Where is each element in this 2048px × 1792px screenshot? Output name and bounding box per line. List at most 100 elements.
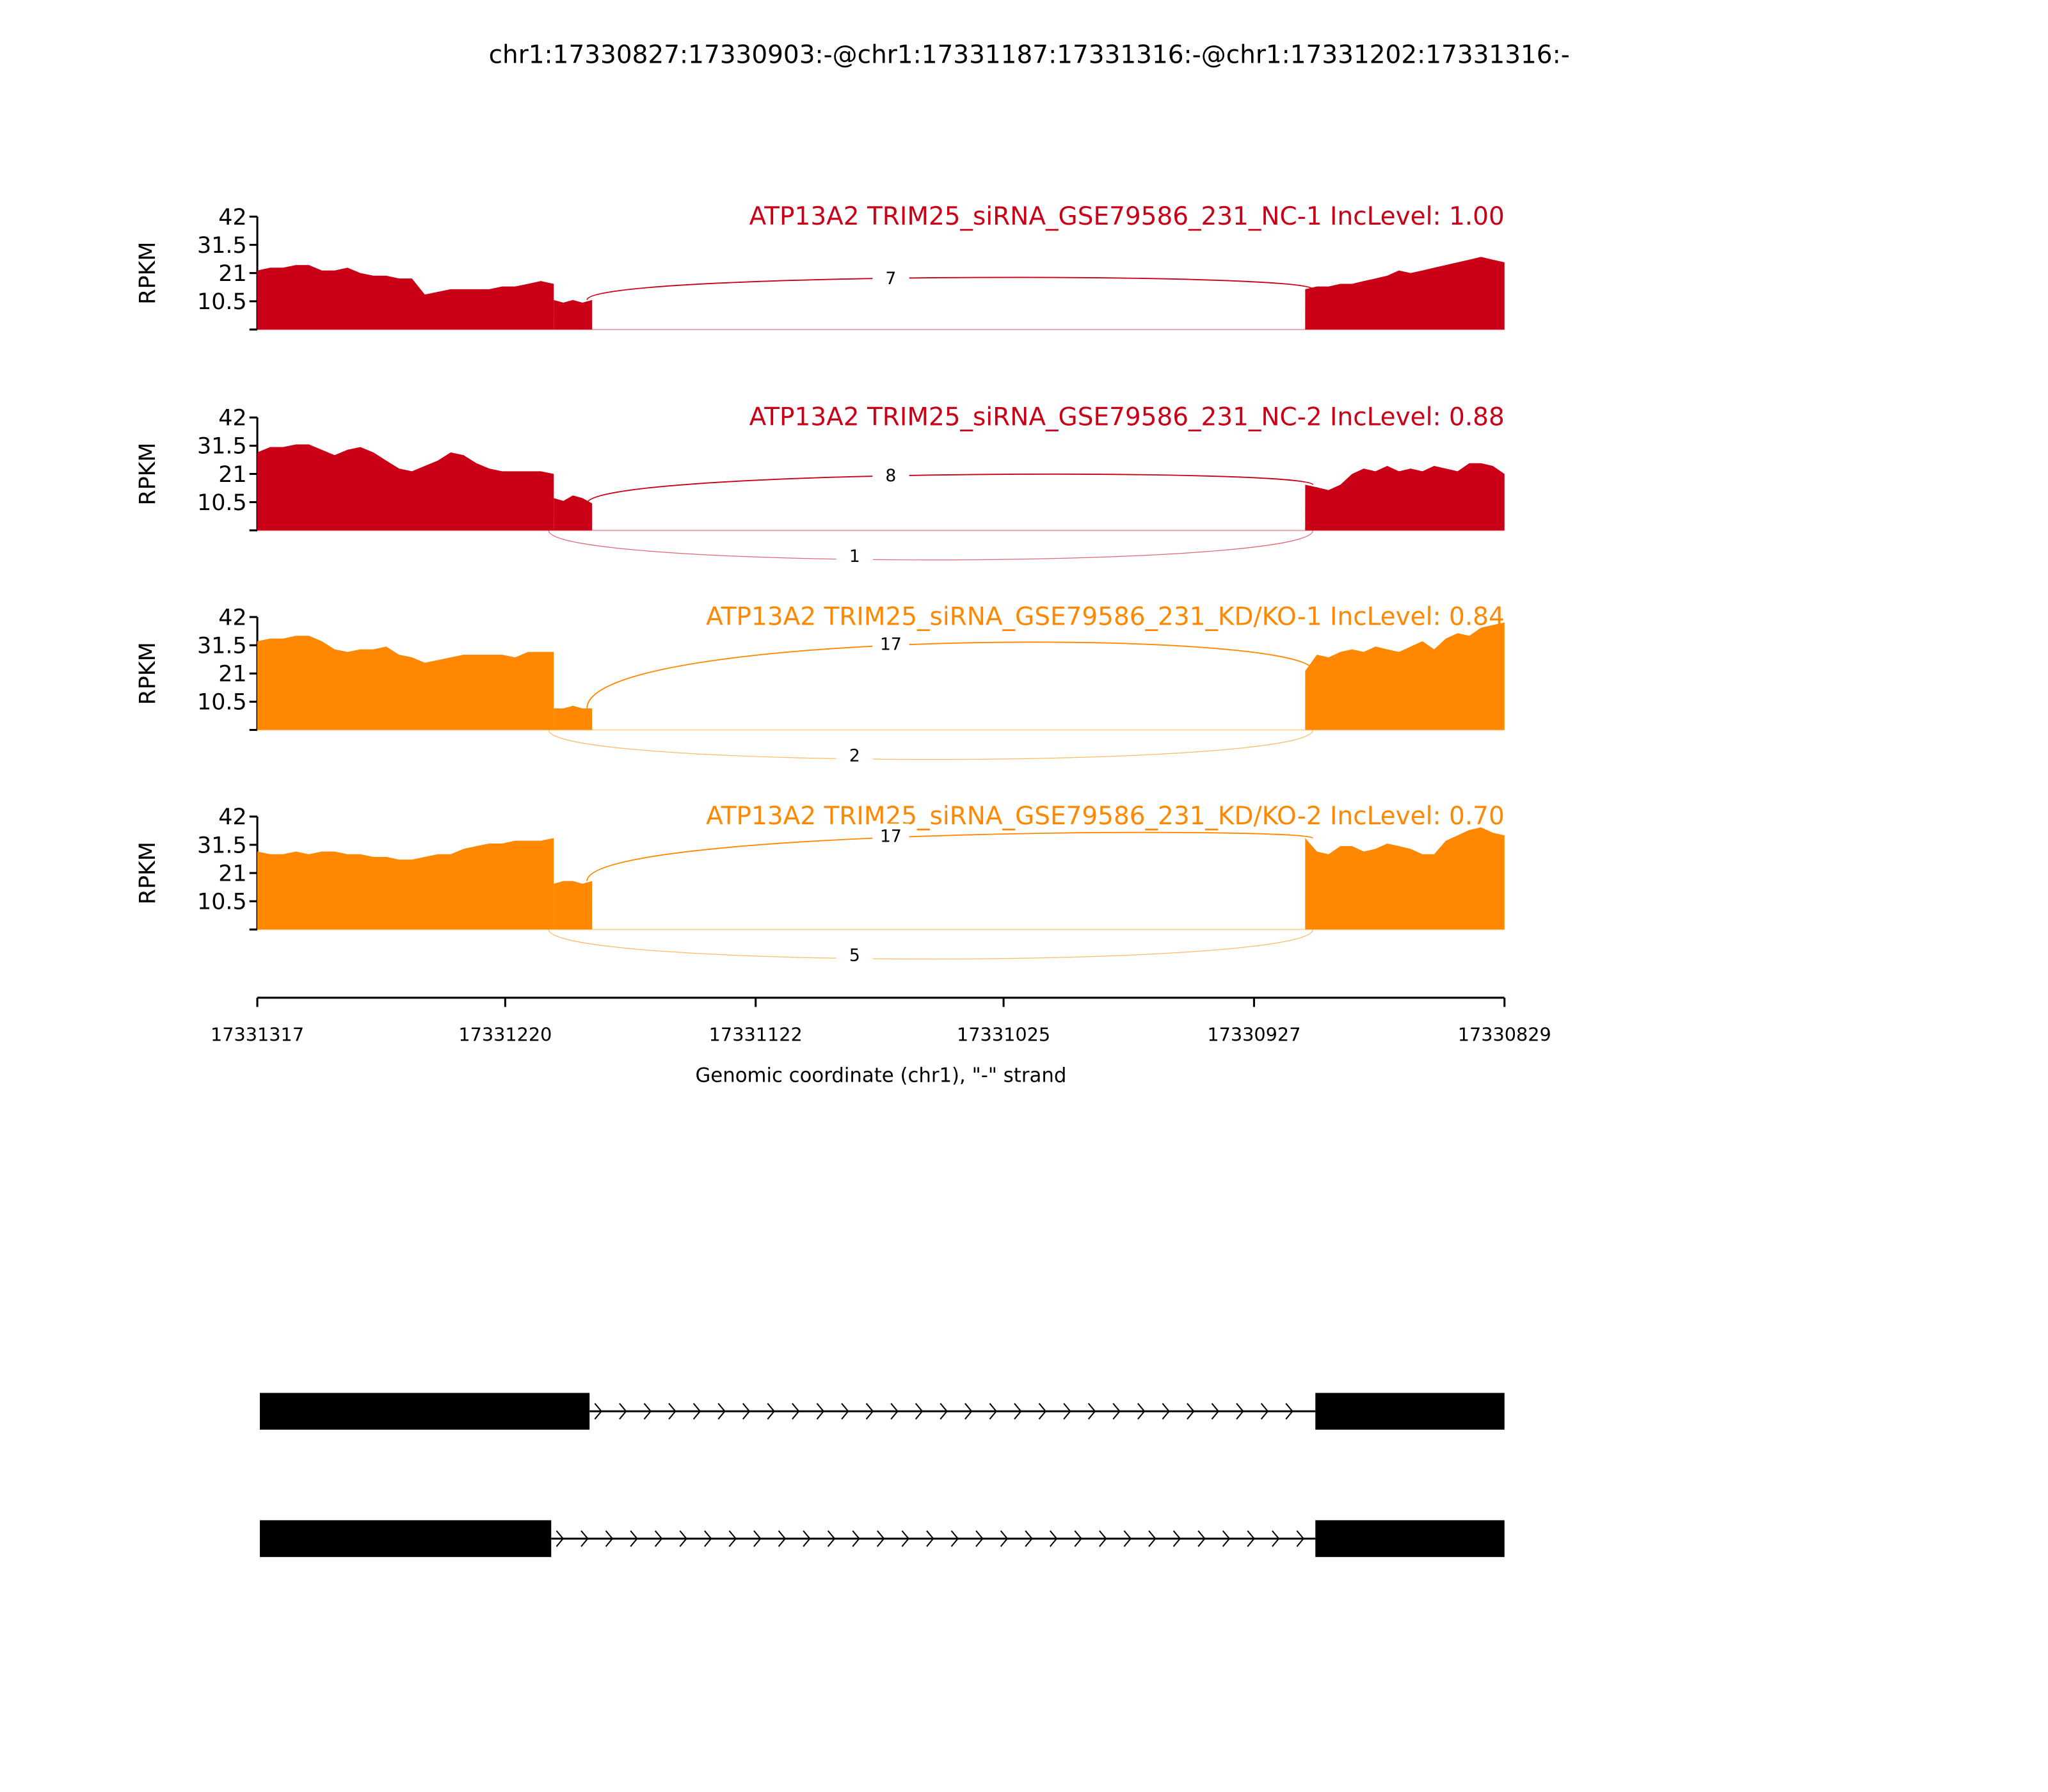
strand-arrow-icon [605, 1530, 614, 1548]
strand-arrow-icon [841, 1403, 849, 1420]
y-tick-label: 21 [218, 861, 246, 886]
x-axis: 17331317 17331220 17331122 17331025 17330927… [211, 996, 1551, 1046]
strand-arrow-icon [767, 1403, 775, 1420]
y-tick-label: 31.5 [197, 434, 247, 460]
junction-label-bg [872, 463, 909, 487]
junction-arc [586, 831, 1314, 881]
junction-arc [548, 530, 1313, 561]
x-tick-label: 17331220 [458, 1024, 552, 1046]
strand-arrow-icon [1285, 1403, 1293, 1420]
strand-arrow-icon [792, 1403, 800, 1420]
strand-arrow-icon [1172, 1530, 1181, 1548]
strand-arrow-icon [1099, 1530, 1107, 1548]
junction-arc [586, 473, 1314, 504]
y-axis-label: RPKM [135, 442, 161, 505]
strand-arrow-icon [1137, 1403, 1146, 1420]
strand-arrow-icon [1211, 1403, 1220, 1420]
sample-label: ATP13A2 TRIM25_siRNA_GSE79586_231_NC-1 I… [749, 202, 1505, 231]
strand-arrow-icon [742, 1403, 751, 1420]
coverage-area [1305, 827, 1505, 930]
junction-arc [548, 929, 1313, 960]
y-tick-label: 42 [218, 406, 246, 431]
gene-models [260, 1393, 1505, 1557]
junction-label-bg [872, 823, 909, 847]
strand-arrow-icon [852, 1530, 860, 1548]
junction-count: 7 [885, 269, 896, 289]
x-tick-label: 17331122 [709, 1024, 803, 1046]
strand-arrow-icon [619, 1403, 627, 1420]
strand-arrow-icon [915, 1403, 924, 1420]
strand-arrow-icon [630, 1530, 638, 1548]
y-tick-label: 10.5 [197, 289, 247, 315]
x-tick-label: 17331025 [957, 1024, 1050, 1046]
junction-label-bg [836, 543, 874, 568]
strand-arrow-icon [989, 1403, 997, 1420]
coverage-area [257, 444, 554, 531]
y-tick-label: 10.5 [197, 890, 247, 915]
strand-arrow-icon [1272, 1530, 1280, 1548]
strand-arrow-icon [753, 1530, 762, 1548]
strand-arrow-icon [827, 1530, 836, 1548]
strand-arrow-icon [1112, 1403, 1121, 1420]
junction-count: 2 [849, 746, 860, 766]
exon-block [260, 1393, 590, 1430]
coverage-area [257, 636, 554, 730]
junction-label-bg [872, 631, 909, 655]
junction-count: 8 [885, 466, 896, 486]
strand-arrow-icon [1074, 1530, 1082, 1548]
junction-arc [586, 641, 1314, 708]
coverage-area [257, 265, 554, 330]
sample-label: ATP13A2 TRIM25_siRNA_GSE79586_231_KD/KO-… [706, 602, 1505, 631]
x-tick-label: 17330927 [1207, 1024, 1300, 1046]
exon-block [1315, 1520, 1505, 1557]
exon-block [1315, 1393, 1505, 1430]
strand-arrow-icon [594, 1403, 602, 1420]
strand-arrow-icon [1148, 1530, 1156, 1548]
strand-arrow-icon [865, 1403, 874, 1420]
y-tick-label: 42 [218, 605, 246, 630]
strand-arrow-icon [1000, 1530, 1009, 1548]
transcript [260, 1520, 1505, 1557]
coverage-area [1305, 463, 1505, 531]
y-tick-label: 10.5 [197, 690, 247, 716]
coverage-area [1305, 622, 1505, 730]
strand-arrow-icon [975, 1530, 984, 1548]
coverage-area [554, 495, 593, 531]
strand-arrow-icon [1038, 1403, 1047, 1420]
y-axis-label: RPKM [135, 642, 161, 705]
strand-arrow-icon [926, 1530, 934, 1548]
y-tick-label: 21 [218, 462, 246, 488]
strand-arrow-icon [580, 1530, 589, 1548]
strand-arrow-icon [901, 1530, 909, 1548]
coverage-area [257, 838, 554, 930]
strand-arrow-icon [1063, 1403, 1071, 1420]
strand-arrow-icon [728, 1530, 737, 1548]
y-axis-label: RPKM [135, 842, 161, 904]
strand-arrow-icon [778, 1530, 787, 1548]
junction-label-bg [836, 743, 874, 767]
strand-arrow-icon [1162, 1403, 1170, 1420]
strand-arrow-icon [1197, 1530, 1206, 1548]
strand-arrow-icon [890, 1403, 899, 1420]
strand-arrow-icon [964, 1403, 973, 1420]
strand-arrow-icon [803, 1530, 811, 1548]
strand-arrow-icon [877, 1530, 885, 1548]
strand-arrow-icon [692, 1403, 701, 1420]
y-tick-label: 42 [218, 205, 246, 230]
strand-arrow-icon [1260, 1403, 1269, 1420]
junction-label-bg [836, 942, 874, 966]
junction-arc [548, 730, 1313, 760]
strand-arrow-icon [940, 1403, 948, 1420]
y-tick-label: 31.5 [197, 233, 247, 259]
sample-label: ATP13A2 TRIM25_siRNA_GSE79586_231_NC-2 I… [749, 403, 1505, 432]
junction-count: 5 [849, 946, 860, 966]
strand-arrow-icon [654, 1530, 663, 1548]
chart-title: chr1:17330827:17330903:-@chr1:17331187:1… [489, 40, 1570, 69]
junction-count: 1 [849, 547, 860, 566]
strand-arrow-icon [950, 1530, 959, 1548]
